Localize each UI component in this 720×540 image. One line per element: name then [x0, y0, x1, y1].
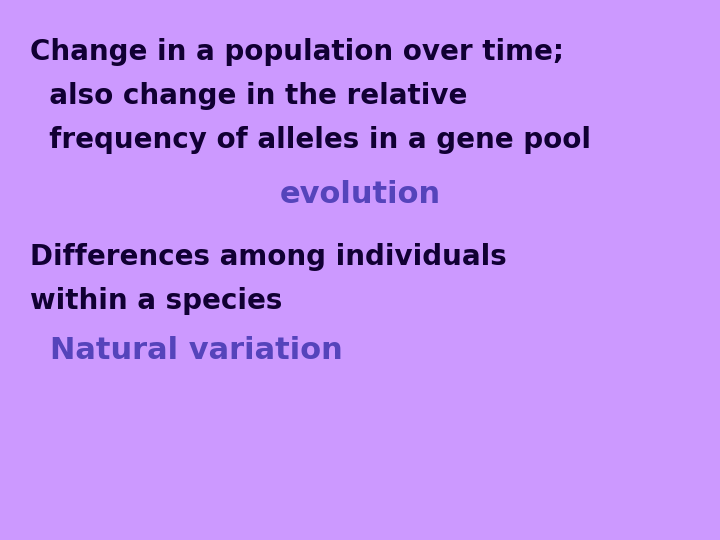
Text: frequency of alleles in a gene pool: frequency of alleles in a gene pool [30, 126, 591, 154]
Text: also change in the relative: also change in the relative [30, 82, 467, 110]
Text: within a species: within a species [30, 287, 282, 315]
Text: Change in a population over time;: Change in a population over time; [30, 38, 564, 66]
Text: evolution: evolution [279, 180, 441, 209]
Text: Differences among individuals: Differences among individuals [30, 243, 507, 271]
Text: Natural variation: Natural variation [50, 336, 343, 365]
